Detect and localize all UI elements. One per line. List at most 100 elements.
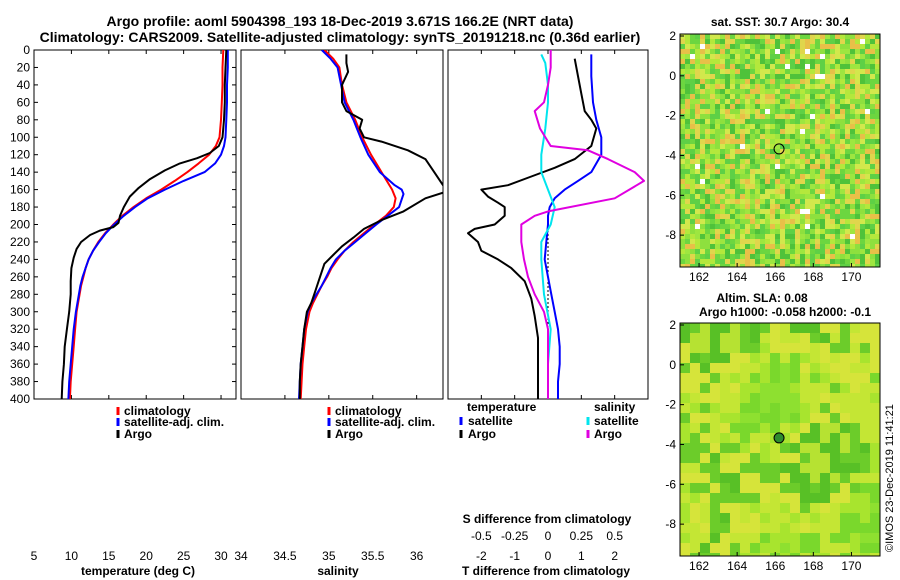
map-cell: [765, 114, 770, 119]
map-cell: [845, 199, 850, 204]
map-cell: [690, 433, 700, 443]
map-cell: [815, 259, 820, 264]
map-cell: [705, 259, 710, 264]
map-cell: [690, 383, 700, 393]
map-cell: [730, 74, 735, 79]
map-cell: [830, 393, 840, 403]
map-cell: [780, 513, 790, 523]
map-cell: [750, 89, 755, 94]
map-cell: [810, 443, 820, 453]
map-cell: [845, 119, 850, 124]
map-cell: [795, 104, 800, 109]
map-cell: [770, 254, 775, 259]
map-cell: [790, 264, 795, 267]
map-cell: [750, 109, 755, 114]
map-cell: [830, 189, 835, 194]
map-cell: [875, 49, 880, 54]
map-cell: [860, 54, 865, 59]
map-cell: [830, 169, 835, 174]
map-cell: [755, 244, 760, 249]
map-cell: [710, 219, 715, 224]
map-cell: [845, 204, 850, 209]
map-cell: [695, 64, 700, 69]
map-cell: [785, 34, 790, 39]
map-cell: [730, 219, 735, 224]
map-cell: [790, 353, 800, 363]
map-cell: [865, 154, 870, 159]
map-cell: [705, 154, 710, 159]
map-cell: [715, 89, 720, 94]
map-cell: [780, 209, 785, 214]
map-cell: [860, 64, 865, 69]
map-cell: [760, 124, 765, 129]
map-cell: [790, 403, 800, 413]
y-tick-label: 280: [10, 287, 30, 301]
map-cell: [780, 199, 785, 204]
map-cell: [735, 109, 740, 114]
map-cell: [720, 234, 725, 239]
map-cell: [710, 393, 720, 403]
map-cell: [730, 373, 740, 383]
map-cell: [870, 209, 875, 214]
map-cell: [815, 139, 820, 144]
map-cell: [840, 543, 850, 553]
map-cell: [815, 194, 820, 199]
map-cell: [825, 114, 830, 119]
map-cell: [810, 59, 815, 64]
map-cell: [825, 244, 830, 249]
map-cell: [765, 234, 770, 239]
map-cell: [740, 114, 745, 119]
map-cell: [865, 249, 870, 254]
map-cell: [765, 209, 770, 214]
map-cell: [870, 99, 875, 104]
t-difference-axis-label: T difference from climatology: [462, 564, 630, 578]
map-cell: [855, 149, 860, 154]
map-cell: [790, 224, 795, 229]
map-cell: [835, 214, 840, 219]
map-cell: [710, 244, 715, 249]
map-cell: [775, 264, 780, 267]
map-cell: [835, 59, 840, 64]
map-cell: [735, 64, 740, 69]
map-cell: [700, 393, 710, 403]
map-cell: [770, 124, 775, 129]
map-cell: [755, 179, 760, 184]
map-cell: [715, 239, 720, 244]
map-cell: [840, 199, 845, 204]
map-cell: [875, 34, 880, 39]
map-cell: [830, 353, 840, 363]
map-cell: [815, 44, 820, 49]
map-cell: [820, 423, 830, 433]
map-cell: [800, 493, 810, 503]
map-cell: [695, 69, 700, 74]
map-cell: [870, 463, 880, 473]
map-cell: [700, 259, 705, 264]
map-cell: [695, 49, 700, 54]
map-cell: [790, 214, 795, 219]
map-cell: [735, 89, 740, 94]
map-cell: [785, 189, 790, 194]
map-cell: [810, 503, 820, 513]
map-cell: [790, 34, 795, 39]
map-cell: [715, 39, 720, 44]
map-cell: [745, 229, 750, 234]
map-cell: [730, 184, 735, 189]
map-cell: [875, 64, 880, 69]
map-cell: [680, 119, 685, 124]
map-cell: [770, 74, 775, 79]
map-cell: [810, 513, 820, 523]
map-cell: [855, 189, 860, 194]
map-cell: [875, 244, 880, 249]
map-cell: [780, 443, 790, 453]
map-cell: [800, 194, 805, 199]
map-cell: [720, 79, 725, 84]
map-cell: [810, 413, 820, 423]
map-cell: [720, 109, 725, 114]
map-cell: [855, 209, 860, 214]
map-cell: [705, 264, 710, 267]
map-cell: [855, 39, 860, 44]
map-cell: [770, 139, 775, 144]
map-cell: [780, 433, 790, 443]
map-cell: [865, 184, 870, 189]
map-cell: [735, 139, 740, 144]
